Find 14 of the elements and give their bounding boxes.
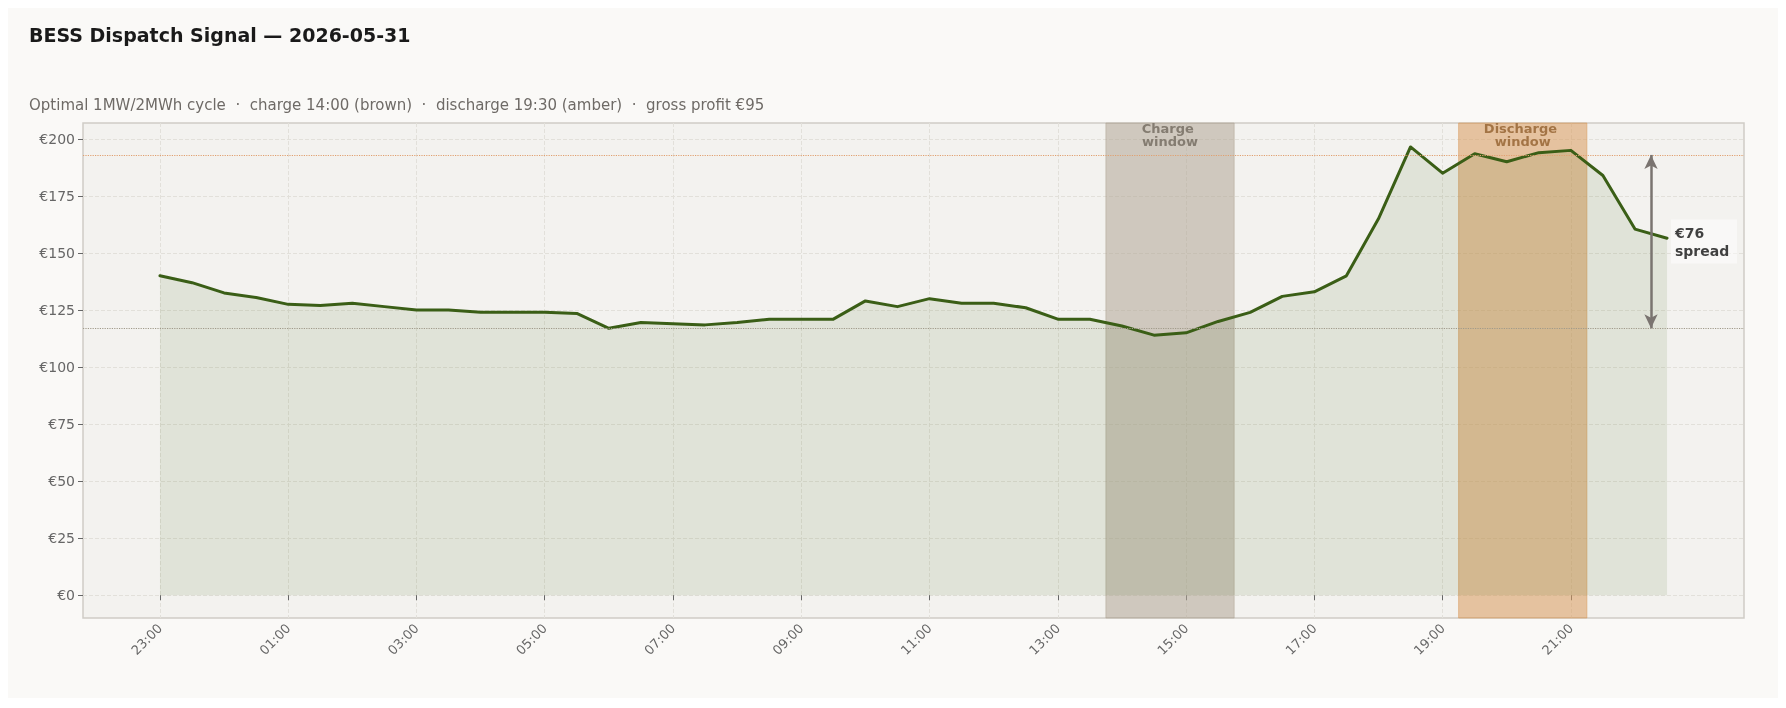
y-tick-label: €50 [48, 473, 75, 490]
band-label: Discharge window [1483, 120, 1562, 149]
y-tick-label: €100 [39, 359, 75, 376]
chart-subtitle: Optimal 1MW/2MWh cycle · charge 14:00 (brown) · discharge 19:30 (amber) · gross profit €95 [29, 95, 765, 114]
y-tick-label: €75 [48, 416, 75, 433]
y-tick-label: €150 [39, 245, 75, 262]
band-label: Charge window [1141, 120, 1199, 149]
y-tick-label: €200 [39, 130, 75, 147]
y-tick-label: €125 [39, 302, 75, 319]
chart-title: BESS Dispatch Signal — 2026-05-31 [29, 23, 411, 46]
y-tick-label: €0 [57, 587, 75, 604]
y-tick-label: €25 [48, 530, 75, 547]
annotation: €76 spread [1674, 224, 1730, 259]
y-tick-label: €175 [39, 188, 75, 204]
